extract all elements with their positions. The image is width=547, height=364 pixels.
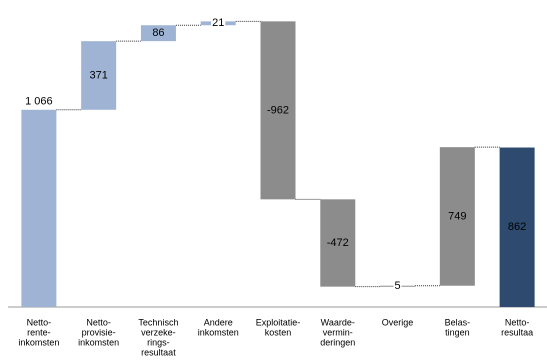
value-label: 21 xyxy=(212,17,224,29)
x-tick-label: kosten xyxy=(265,327,292,337)
bar xyxy=(140,25,176,42)
x-tick-label: resultaa xyxy=(501,327,533,337)
value-label: -472 xyxy=(327,237,349,249)
x-tick-label: inkomsten xyxy=(198,327,239,337)
x-tick-label: rings- xyxy=(147,337,170,347)
label-bg xyxy=(393,280,402,293)
x-tick-label: provisie- xyxy=(82,327,116,337)
value-label: 5 xyxy=(394,280,400,292)
x-tick-label: inkomsten xyxy=(18,337,59,347)
bar xyxy=(81,41,117,110)
x-tick-label: inkomsten xyxy=(78,337,119,347)
bar xyxy=(21,109,57,307)
value-label: -962 xyxy=(267,104,289,116)
x-tick-label: Netto- xyxy=(505,317,530,327)
x-tick-label: deringen xyxy=(320,337,355,347)
value-label: 862 xyxy=(508,221,526,233)
bar xyxy=(320,199,356,287)
x-tick-label: resultaat xyxy=(141,347,176,357)
label-bg xyxy=(211,17,226,30)
bar xyxy=(499,147,535,307)
x-tick-label: vermin- xyxy=(323,327,353,337)
x-tick-label: rente- xyxy=(27,327,51,337)
bar xyxy=(260,21,296,200)
x-tick-label: Technisch xyxy=(138,317,178,327)
x-tick-label: Waarde- xyxy=(321,317,355,327)
x-tick-label: Netto- xyxy=(27,317,52,327)
x-tick-label: Belas- xyxy=(445,317,471,327)
x-tick-label: Netto- xyxy=(86,317,111,327)
value-label: 1 066 xyxy=(25,96,53,108)
x-tick-label: Andere xyxy=(204,317,233,327)
x-tick-label: Exploitatie- xyxy=(256,317,301,327)
value-label: 86 xyxy=(152,27,164,39)
bar xyxy=(439,147,475,286)
x-tick-label: verzeke- xyxy=(141,327,176,337)
x-tick-label: tingen xyxy=(445,327,470,337)
value-label: 749 xyxy=(448,210,466,222)
value-label: 371 xyxy=(89,69,107,81)
x-tick-label: Overige xyxy=(382,317,414,327)
